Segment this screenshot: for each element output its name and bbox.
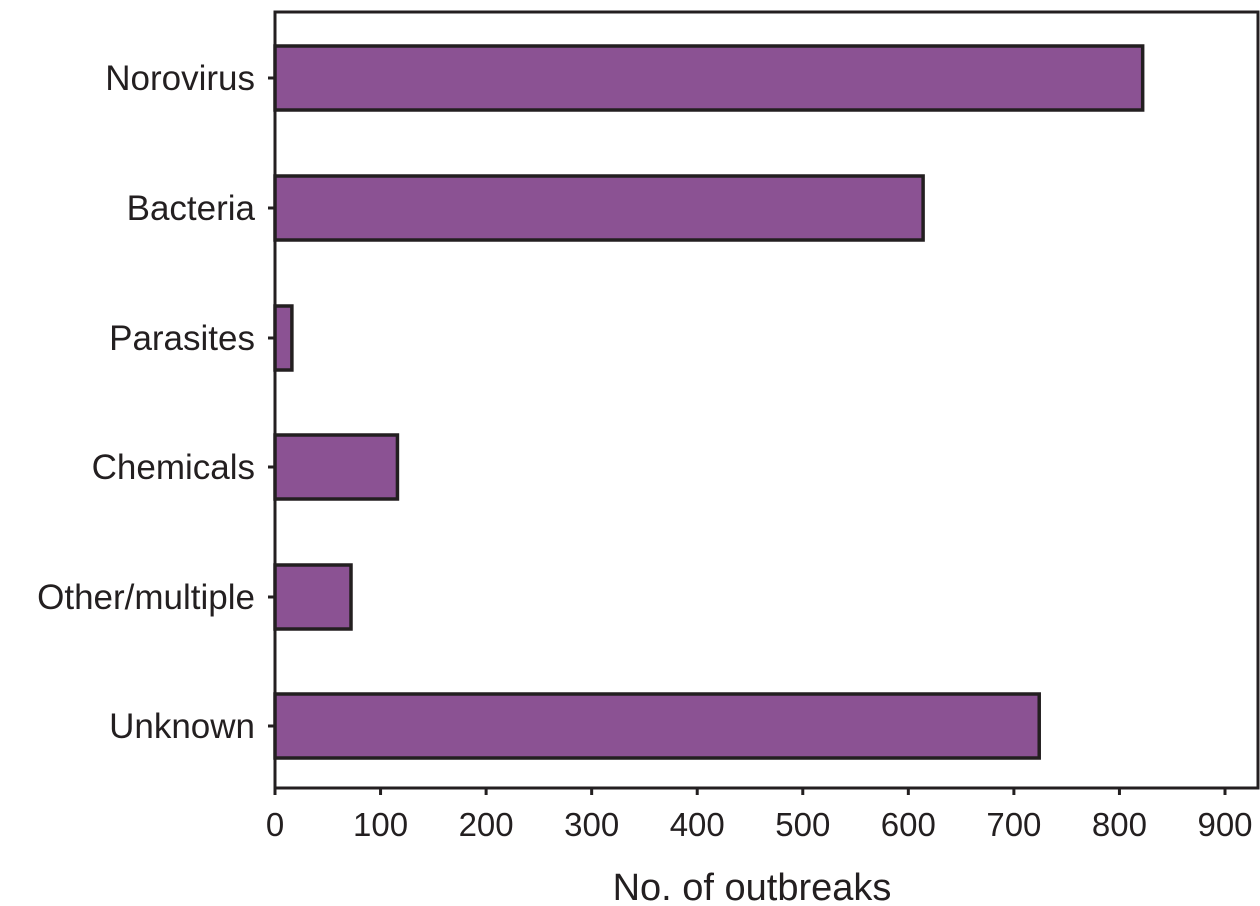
y-tick-label: Chemicals (92, 448, 255, 487)
plot-frame (273, 10, 1260, 790)
x-tick-label: 300 (564, 806, 619, 843)
x-tick-label: 700 (986, 806, 1041, 843)
y-tick-label: Other/multiple (37, 578, 255, 617)
y-tick-label: Bacteria (127, 189, 256, 228)
y-tick-label: Parasites (109, 319, 255, 358)
x-tick-label: 600 (881, 806, 936, 843)
bar-norovirus (273, 44, 1145, 112)
bar-chemicals (273, 433, 400, 501)
y-tick-label: Norovirus (105, 59, 255, 98)
bar-bacteria (273, 174, 925, 242)
x-tick-label: 200 (459, 806, 514, 843)
x-axis-title: No. of outbreaks (613, 867, 892, 906)
x-tick-label: 100 (353, 806, 408, 843)
y-tick-label: Unknown (109, 707, 255, 746)
x-tick-label: 400 (670, 806, 725, 843)
x-tick-label: 500 (775, 806, 830, 843)
bar-parasites (273, 304, 294, 372)
y-axis: Norovirus Bacteria Parasites Chemicals Other… (37, 59, 275, 746)
x-axis: 0 100 200 300 400 500 600 700 800 900 (266, 788, 1253, 843)
x-tick-label: 900 (1197, 806, 1252, 843)
bar-other-multiple (273, 563, 353, 631)
bar-unknown (273, 692, 1041, 760)
x-tick-label: 800 (1092, 806, 1147, 843)
x-tick-label: 0 (266, 806, 284, 843)
bars-group (273, 44, 1145, 760)
